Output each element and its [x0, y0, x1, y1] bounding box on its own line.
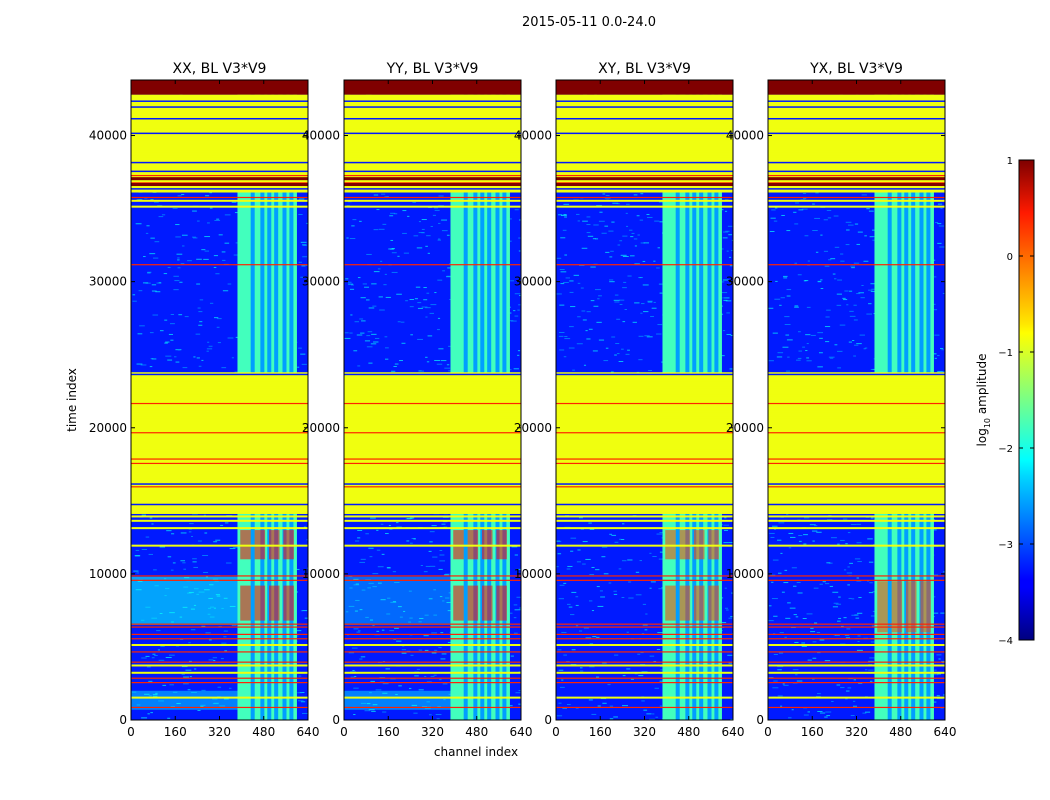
- x-tick-label: 480: [465, 725, 488, 739]
- x-tick-label: 160: [801, 725, 824, 739]
- y-tick-label: 40000: [89, 129, 127, 143]
- x-tick-label: 160: [164, 725, 187, 739]
- heatmap-image: [768, 80, 945, 720]
- panel-xx: XX, BL V3*V9 0 160 320 480 640 0 10000 20000 3000…: [89, 61, 320, 739]
- colorbar-tick-label: 0: [1007, 252, 1013, 263]
- panel-title: YX, BL V3*V9: [809, 61, 903, 77]
- x-tick-label: 480: [252, 725, 275, 739]
- x-tick-label: 0: [764, 725, 772, 739]
- colorbar-gradient: [1018, 159, 1035, 641]
- y-tick-label: 30000: [89, 275, 127, 289]
- y-axis-label: time index: [65, 368, 79, 432]
- heatmap-image: [131, 80, 308, 720]
- y-tick-label: 10000: [726, 567, 764, 581]
- y-tick-label: 30000: [514, 275, 552, 289]
- panel-yy: YY, BL V3*V9 0 160 320 480 640 0 10000 20000 3000…: [302, 61, 533, 739]
- y-tick-label: 10000: [89, 567, 127, 581]
- x-tick-label: 320: [421, 725, 444, 739]
- x-tick-label: 320: [845, 725, 868, 739]
- x-tick-label: 640: [510, 725, 533, 739]
- panel-yx: YX, BL V3*V9 0 160 320 480 640 0 10000 20000 3000…: [726, 61, 957, 739]
- colorbar-tick-label: −4: [998, 636, 1013, 647]
- x-tick-label: 640: [297, 725, 320, 739]
- colorbar-tick-label: −1: [998, 348, 1013, 359]
- x-tick-label: 320: [633, 725, 656, 739]
- figure-title: 2015-05-11 0.0-24.0: [522, 15, 656, 30]
- y-tick-label: 20000: [302, 421, 340, 435]
- x-tick-label: 320: [208, 725, 231, 739]
- y-tick-label: 10000: [302, 567, 340, 581]
- panel-title: YY, BL V3*V9: [386, 61, 479, 77]
- panel-title: XX, BL V3*V9: [173, 61, 267, 77]
- y-tick-label: 0: [544, 713, 552, 727]
- x-tick-label: 640: [934, 725, 957, 739]
- x-tick-label: 0: [340, 725, 348, 739]
- colorbar-tick-label: −3: [998, 540, 1013, 551]
- colorbar-label: log10 amplitude: [975, 354, 992, 447]
- heatmap-image: [556, 80, 733, 720]
- x-axis-label: channel index: [434, 745, 518, 759]
- colorbar: 1 0 −1 −2 −3 −4 log10 amplitude: [975, 156, 1035, 647]
- y-tick-label: 20000: [89, 421, 127, 435]
- x-tick-label: 160: [589, 725, 612, 739]
- heatmap-image: [344, 80, 521, 720]
- y-tick-label: 20000: [514, 421, 552, 435]
- y-tick-label: 10000: [514, 567, 552, 581]
- panel-title: XY, BL V3*V9: [598, 61, 691, 77]
- y-tick-label: 0: [756, 713, 764, 727]
- y-tick-label: 40000: [726, 129, 764, 143]
- y-tick-label: 40000: [514, 129, 552, 143]
- y-tick-label: 0: [119, 713, 127, 727]
- x-tick-label: 0: [552, 725, 560, 739]
- y-tick-label: 40000: [302, 129, 340, 143]
- colorbar-tick-label: −2: [998, 444, 1013, 455]
- colorbar-tick-label: 1: [1007, 156, 1013, 167]
- y-tick-label: 20000: [726, 421, 764, 435]
- y-tick-label: 0: [332, 713, 340, 727]
- x-tick-label: 480: [677, 725, 700, 739]
- y-tick-label: 30000: [726, 275, 764, 289]
- x-tick-label: 160: [377, 725, 400, 739]
- y-tick-label: 30000: [302, 275, 340, 289]
- x-tick-label: 0: [127, 725, 135, 739]
- x-tick-label: 480: [889, 725, 912, 739]
- x-tick-label: 640: [722, 725, 745, 739]
- panel-xy: XY, BL V3*V9 0 160 320 480 640 0 10000 20000 3000…: [514, 61, 745, 739]
